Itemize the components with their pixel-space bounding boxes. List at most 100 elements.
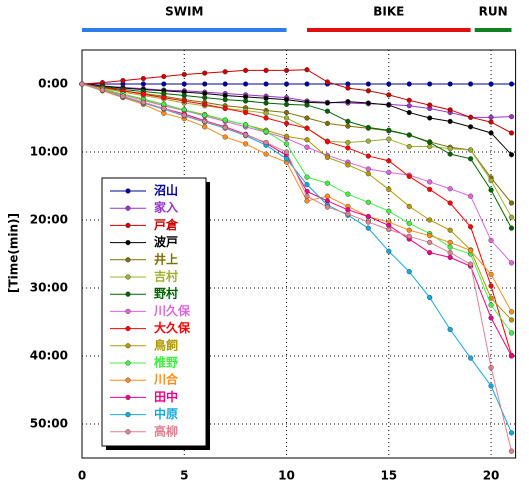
series-line	[81, 83, 512, 156]
data-point	[283, 133, 290, 139]
series-line	[81, 83, 512, 229]
legend-label: 井上	[154, 251, 178, 266]
data-point	[222, 69, 228, 75]
legend-label: 家入	[154, 200, 178, 215]
data-point	[345, 118, 351, 125]
data-point	[447, 326, 453, 333]
data-point	[406, 81, 412, 87]
legend-marker	[125, 222, 131, 229]
legend-marker	[125, 326, 131, 332]
series-line	[81, 83, 512, 356]
legend-label: 鳥飼	[154, 337, 178, 352]
data-point	[263, 100, 269, 106]
data-point	[427, 179, 433, 185]
data-point	[406, 132, 412, 138]
data-point	[222, 97, 228, 103]
data-point	[447, 250, 453, 256]
legend-label: 田中	[154, 389, 178, 404]
data-point	[283, 141, 290, 147]
data-point	[140, 75, 146, 82]
data-point	[386, 136, 392, 142]
data-point	[365, 171, 371, 177]
data-point	[447, 186, 453, 192]
data-point	[304, 182, 310, 188]
series-line	[81, 83, 512, 118]
data-point	[304, 174, 310, 180]
data-point	[508, 260, 515, 266]
legend-label: 川久保	[153, 303, 191, 318]
data-point	[427, 217, 433, 223]
legend-label: 川合	[153, 372, 179, 387]
data-point	[406, 220, 412, 227]
data-point	[140, 81, 146, 87]
data-point	[488, 119, 494, 125]
data-point	[508, 309, 515, 315]
data-point	[283, 101, 290, 108]
legend-marker	[125, 377, 131, 383]
legend-marker	[125, 394, 131, 401]
data-point	[324, 154, 331, 161]
data-point	[161, 73, 167, 80]
data-point	[161, 81, 167, 87]
data-point	[304, 102, 310, 108]
data-point	[263, 139, 269, 146]
data-point	[283, 149, 290, 155]
data-point	[508, 114, 515, 120]
data-point	[263, 110, 269, 116]
data-point	[468, 114, 474, 120]
data-point	[345, 162, 351, 168]
data-point	[386, 102, 392, 108]
legend-marker	[125, 291, 131, 297]
data-point	[508, 130, 515, 136]
data-point	[120, 77, 126, 84]
data-point	[468, 355, 474, 361]
data-point	[406, 173, 412, 180]
legend-marker	[125, 429, 131, 435]
data-point	[365, 138, 371, 144]
data-point	[365, 81, 371, 87]
data-point	[488, 177, 494, 184]
legend-label: 椎野	[153, 355, 178, 370]
data-point	[447, 254, 453, 261]
data-point	[304, 198, 310, 204]
legend-marker	[125, 240, 131, 246]
data-point	[427, 250, 433, 256]
data-point	[283, 67, 290, 74]
data-point	[406, 143, 412, 150]
data-point	[263, 129, 269, 135]
data-point	[161, 105, 167, 112]
data-point	[488, 383, 494, 389]
data-point	[488, 237, 494, 244]
data-point	[222, 81, 228, 87]
data-point	[140, 99, 146, 105]
data-point	[365, 199, 371, 205]
data-point	[202, 101, 208, 108]
x-tick-label: 20	[483, 469, 500, 483]
phase-label: SWIM	[165, 5, 203, 19]
data-point	[243, 67, 249, 74]
data-point	[304, 125, 310, 131]
data-point	[324, 100, 331, 106]
data-point	[386, 248, 392, 254]
data-point	[427, 81, 433, 87]
legend-marker	[125, 188, 131, 194]
series-line	[81, 83, 512, 334]
data-point	[447, 107, 453, 113]
data-point	[447, 151, 453, 157]
series-line	[81, 83, 512, 313]
data-point	[243, 122, 249, 128]
data-point	[79, 81, 85, 87]
data-point	[406, 103, 412, 109]
data-point	[488, 315, 494, 321]
data-point	[324, 204, 331, 210]
data-point	[243, 109, 249, 116]
data-point	[427, 186, 433, 193]
phase-label: RUN	[479, 5, 508, 19]
data-point	[243, 132, 249, 138]
data-point	[386, 226, 392, 233]
data-point	[508, 225, 515, 231]
data-point	[120, 93, 126, 99]
y-tick-label: 30:00	[30, 281, 68, 295]
data-point	[386, 81, 392, 87]
